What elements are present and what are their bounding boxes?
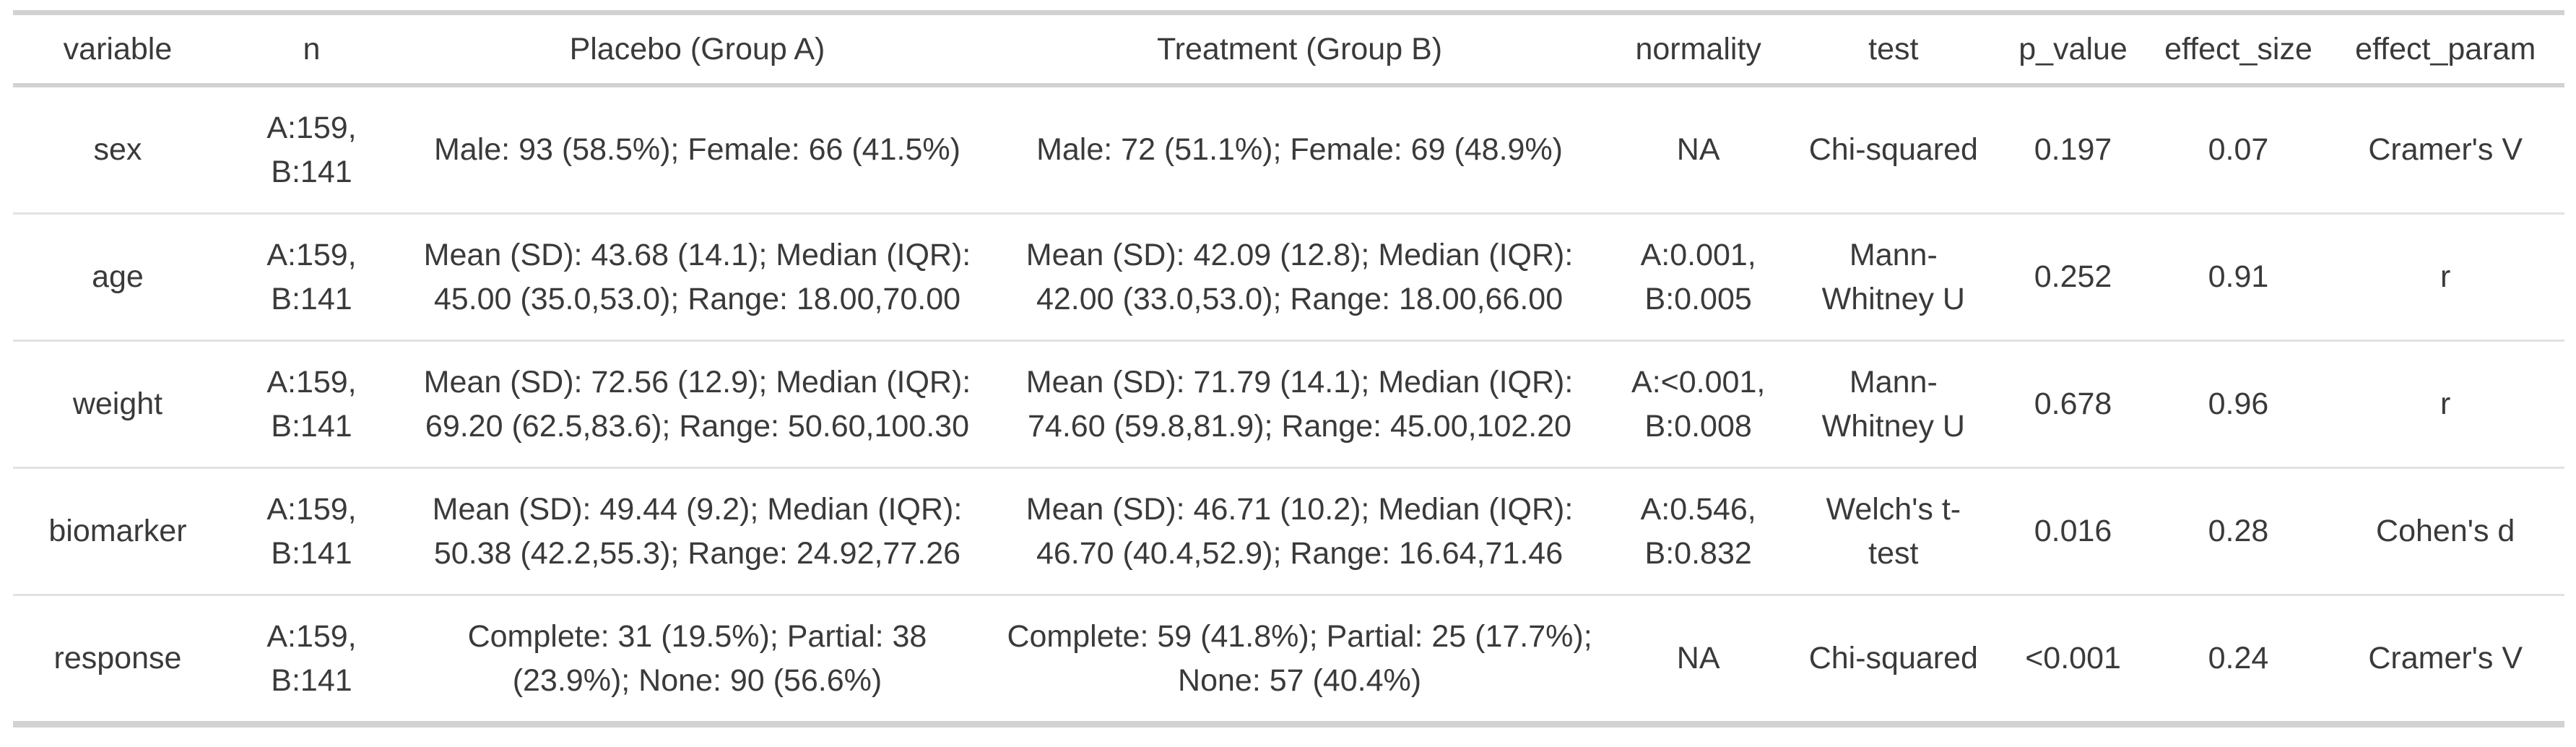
table-body: sex A:159, B:141 Male: 93 (58.5%); Female:… xyxy=(13,85,2564,727)
column-header-effect_param: effect_param xyxy=(2326,10,2564,87)
cell-age-normality: A:0.001, B:0.005 xyxy=(1605,213,1792,342)
cell-weight-test: Mann-Whitney U xyxy=(1791,340,1996,469)
table-row-biomarker: biomarker A:159, B:141 Mean (SD): 49.44 (9… xyxy=(13,467,2564,596)
cell-age-effect_size: 0.91 xyxy=(2150,213,2327,342)
cell-weight-effect_param: r xyxy=(2326,340,2564,469)
cell-sex-test: Chi-squared xyxy=(1791,85,1996,215)
cell-sex-n: A:159, B:141 xyxy=(222,85,402,215)
cell-biomarker-p_value: 0.016 xyxy=(1995,467,2151,596)
cell-biomarker-effect_size: 0.28 xyxy=(2150,467,2327,596)
cell-response-normality: NA xyxy=(1605,595,1792,727)
cell-age-n: A:159, B:141 xyxy=(222,213,402,342)
column-header-treatment: Treatment (Group B) xyxy=(993,10,1606,87)
header-row: variable n Placebo (Group A) Treatment (Gro… xyxy=(13,10,2564,87)
cell-sex-placebo: Male: 93 (58.5%); Female: 66 (41.5%) xyxy=(401,85,994,215)
column-header-effect_size: effect_size xyxy=(2150,10,2327,87)
column-header-normality: normality xyxy=(1605,10,1792,87)
cell-biomarker-variable: biomarker xyxy=(13,467,222,596)
cell-biomarker-test: Welch's t-test xyxy=(1791,467,1996,596)
cell-biomarker-placebo: Mean (SD): 49.44 (9.2); Median (IQR): 50… xyxy=(401,467,994,596)
cell-age-test: Mann-Whitney U xyxy=(1791,213,1996,342)
cell-response-n: A:159, B:141 xyxy=(222,595,402,727)
cell-response-effect_size: 0.24 xyxy=(2150,595,2327,727)
cell-sex-normality: NA xyxy=(1605,85,1792,215)
cell-biomarker-normality: A:0.546, B:0.832 xyxy=(1605,467,1792,596)
cell-weight-treatment: Mean (SD): 71.79 (14.1); Median (IQR): 7… xyxy=(993,340,1606,469)
cell-weight-placebo: Mean (SD): 72.56 (12.9); Median (IQR): 6… xyxy=(401,340,994,469)
cell-response-p_value: <0.001 xyxy=(1995,595,2151,727)
cell-response-treatment: Complete: 59 (41.8%); Partial: 25 (17.7%… xyxy=(993,595,1606,727)
cell-sex-effect_param: Cramer's V xyxy=(2326,85,2564,215)
cell-biomarker-effect_param: Cohen's d xyxy=(2326,467,2564,596)
column-header-test: test xyxy=(1791,10,1996,87)
cell-response-variable: response xyxy=(13,595,222,727)
column-header-n: n xyxy=(222,10,402,87)
cell-sex-treatment: Male: 72 (51.1%); Female: 69 (48.9%) xyxy=(993,85,1606,215)
table-row-weight: weight A:159, B:141 Mean (SD): 72.56 (12.9… xyxy=(13,340,2564,469)
cell-weight-effect_size: 0.96 xyxy=(2150,340,2327,469)
table-header: variable n Placebo (Group A) Treatment (Gro… xyxy=(13,10,2564,87)
cell-weight-p_value: 0.678 xyxy=(1995,340,2151,469)
cell-biomarker-treatment: Mean (SD): 46.71 (10.2); Median (IQR): 4… xyxy=(993,467,1606,596)
cell-age-effect_param: r xyxy=(2326,213,2564,342)
table-row-sex: sex A:159, B:141 Male: 93 (58.5%); Female:… xyxy=(13,85,2564,215)
column-header-variable: variable xyxy=(13,10,222,87)
cell-biomarker-n: A:159, B:141 xyxy=(222,467,402,596)
cell-response-effect_param: Cramer's V xyxy=(2326,595,2564,727)
cell-weight-n: A:159, B:141 xyxy=(222,340,402,469)
cell-response-placebo: Complete: 31 (19.5%); Partial: 38 (23.9%… xyxy=(401,595,994,727)
column-header-p_value: p_value xyxy=(1995,10,2151,87)
table-row-age: age A:159, B:141 Mean (SD): 43.68 (14.1); … xyxy=(13,213,2564,342)
cell-response-test: Chi-squared xyxy=(1791,595,1996,727)
summary-statistics-table: variable n Placebo (Group A) Treatment (Gro… xyxy=(13,10,2564,727)
cell-sex-p_value: 0.197 xyxy=(1995,85,2151,215)
cell-sex-variable: sex xyxy=(13,85,222,215)
cell-age-treatment: Mean (SD): 42.09 (12.8); Median (IQR): 4… xyxy=(993,213,1606,342)
cell-age-placebo: Mean (SD): 43.68 (14.1); Median (IQR): 4… xyxy=(401,213,994,342)
table-row-response: response A:159, B:141 Complete: 31 (19.5%)… xyxy=(13,595,2564,727)
cell-weight-variable: weight xyxy=(13,340,222,469)
cell-sex-effect_size: 0.07 xyxy=(2150,85,2327,215)
cell-age-variable: age xyxy=(13,213,222,342)
cell-weight-normality: A:<0.001, B:0.008 xyxy=(1605,340,1792,469)
table-container: variable n Placebo (Group A) Treatment (Gro… xyxy=(13,10,2564,727)
cell-age-p_value: 0.252 xyxy=(1995,213,2151,342)
column-header-placebo: Placebo (Group A) xyxy=(401,10,994,87)
